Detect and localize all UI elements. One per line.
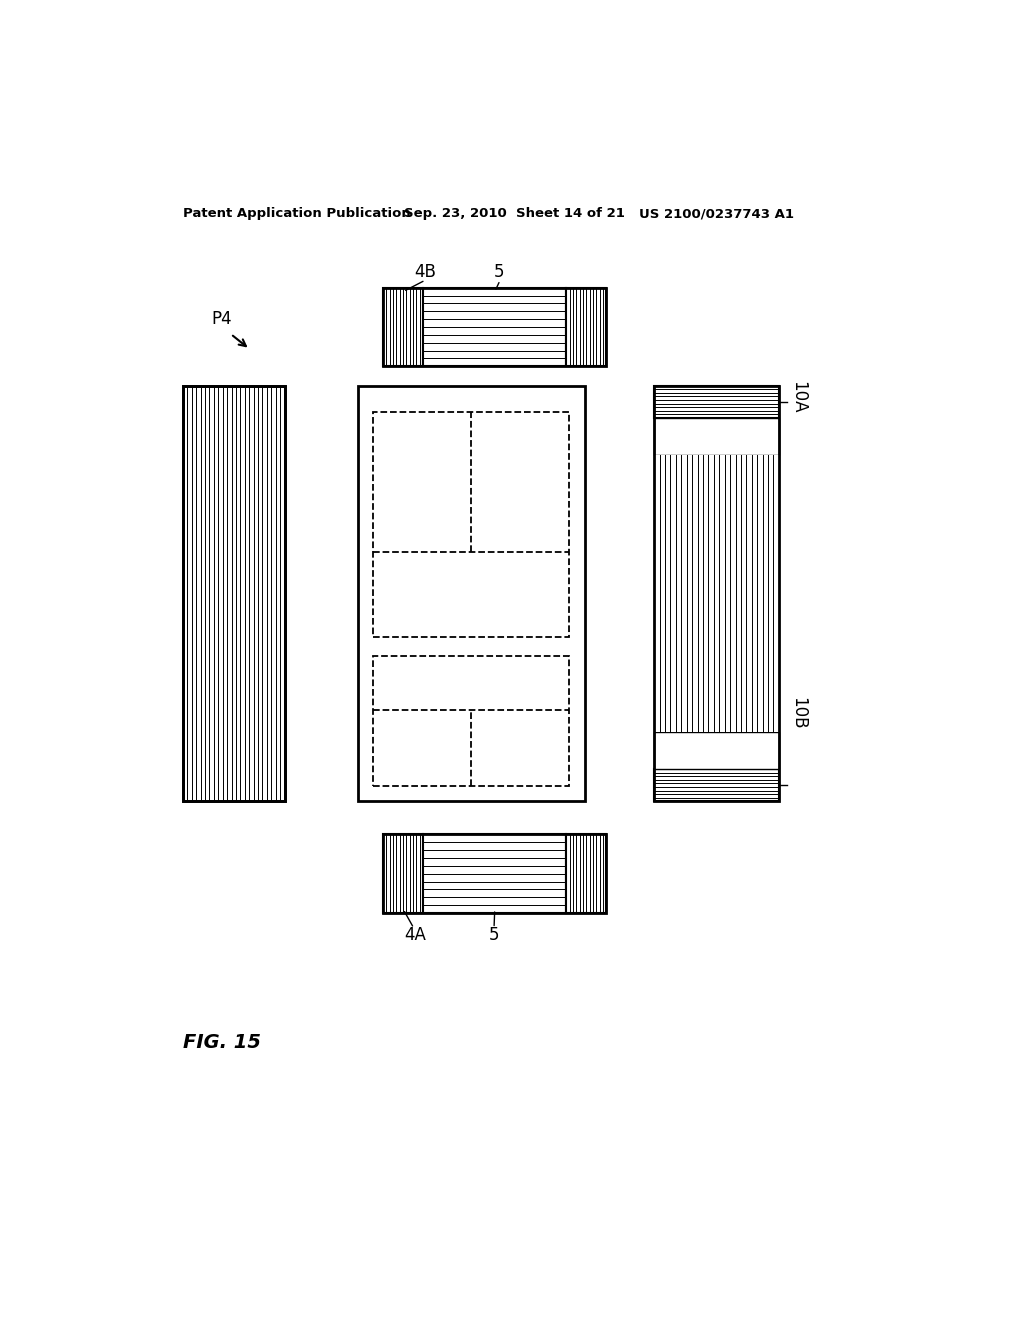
Bar — [373, 412, 569, 638]
Bar — [383, 834, 606, 913]
Text: US 2100/0237743 A1: US 2100/0237743 A1 — [639, 207, 794, 220]
Bar — [383, 834, 423, 913]
Bar — [654, 770, 779, 801]
Text: 4A: 4A — [403, 925, 426, 944]
Bar — [654, 733, 779, 770]
Bar — [183, 385, 285, 801]
Bar — [654, 418, 779, 455]
Text: 10B: 10B — [788, 697, 807, 729]
Bar — [566, 288, 606, 367]
Text: 4B: 4B — [414, 264, 436, 281]
Text: 10A: 10A — [788, 381, 807, 413]
Text: 5: 5 — [488, 925, 499, 944]
Bar — [423, 834, 566, 913]
Bar — [566, 834, 606, 913]
Bar — [383, 288, 606, 367]
Bar — [357, 385, 585, 801]
Text: FIG. 15: FIG. 15 — [183, 1032, 261, 1052]
Bar — [183, 385, 285, 801]
Bar — [373, 656, 569, 785]
Bar — [654, 385, 779, 418]
Text: Patent Application Publication: Patent Application Publication — [183, 207, 411, 220]
Text: P4: P4 — [211, 310, 232, 327]
Bar — [423, 288, 566, 367]
Bar — [383, 288, 423, 367]
Bar — [654, 455, 779, 733]
Text: 5: 5 — [494, 264, 505, 281]
Text: Sep. 23, 2010  Sheet 14 of 21: Sep. 23, 2010 Sheet 14 of 21 — [403, 207, 625, 220]
Bar — [654, 385, 779, 801]
